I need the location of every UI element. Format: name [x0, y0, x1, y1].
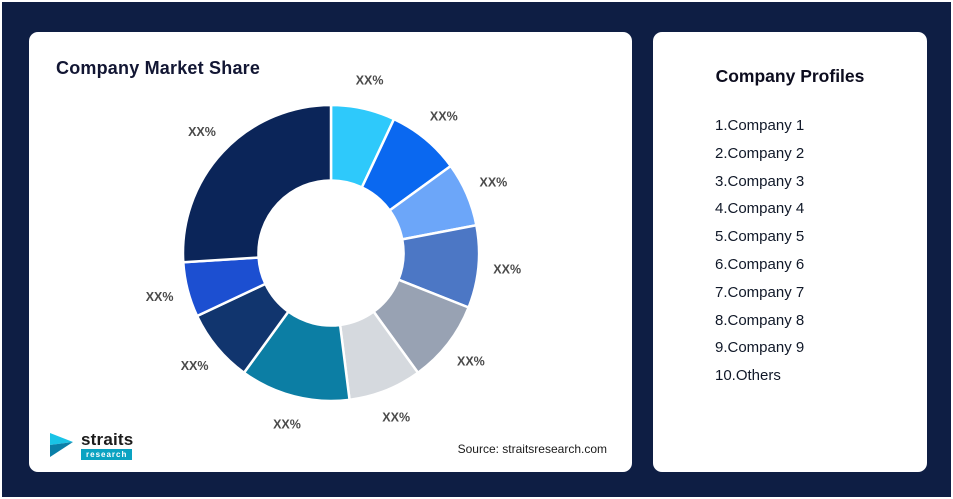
- market-share-card: Company Market Share XX% XX% XX% XX% XX% XX% X…: [29, 32, 632, 472]
- chart-title: Company Market Share: [56, 58, 261, 78]
- profile-list-item: 3.Company 3: [715, 172, 805, 190]
- profile-list-item: 1.Company 1: [715, 117, 805, 134]
- profile-list-item: 5.Company 5: [715, 228, 805, 246]
- source-attribution: Source: straitsresearch.com: [457, 442, 607, 456]
- slice-label: XX%: [480, 176, 508, 190]
- slice-label: XX%: [356, 73, 384, 87]
- slice-label: XX%: [181, 359, 209, 373]
- profile-list-item: 2.Company 2: [715, 144, 805, 162]
- straits-logo-text: straits research: [81, 431, 133, 460]
- donut-slice: [181, 103, 333, 264]
- slice-label: XX%: [273, 417, 301, 431]
- profiles-list: 1.Company 1 2.Company 2 3.Company 3 4.Compa…: [715, 112, 917, 390]
- slice-label: XX%: [188, 125, 216, 139]
- profile-list-item: 6.Company 6: [715, 255, 805, 273]
- profile-list-item: 7.Company 7: [715, 283, 805, 301]
- slice-label: XX%: [430, 110, 458, 124]
- straits-logo: straits research: [49, 430, 133, 460]
- straits-logo-icon: [50, 433, 73, 457]
- logo-name: straits: [81, 429, 134, 449]
- slice-label: XX%: [382, 411, 410, 425]
- profile-list-item: 10.Others: [715, 367, 781, 385]
- donut-chart: XX% XX% XX% XX% XX% XX% XX% XX% XX% XX%: [146, 73, 521, 431]
- logo-subtext: research: [81, 448, 133, 460]
- profile-list-item: 9.Company 9: [715, 339, 805, 357]
- company-profiles-card: Company Profiles 1.Company 1 2.Company 2 3…: [653, 32, 927, 472]
- slice-label: XX%: [146, 290, 174, 304]
- profiles-title: Company Profiles: [715, 66, 865, 86]
- slice-label: XX%: [493, 263, 521, 277]
- slice-label: XX%: [457, 355, 485, 369]
- profile-list-item: 8.Company 8: [715, 311, 805, 329]
- profile-list-item: 4.Company 4: [715, 200, 805, 218]
